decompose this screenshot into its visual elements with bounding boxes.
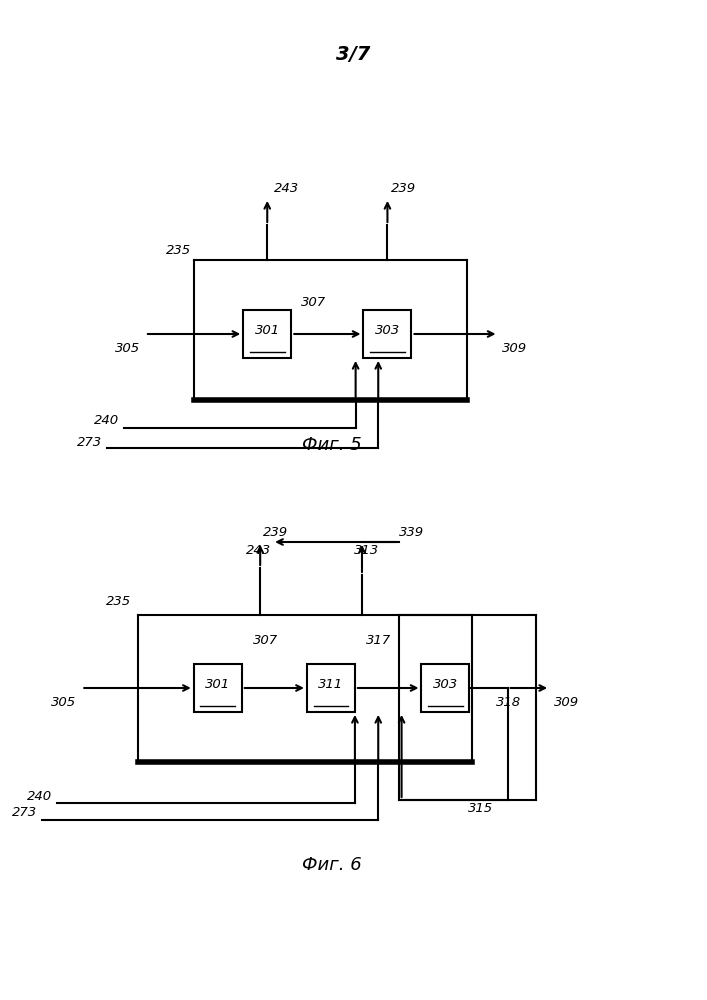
Text: 235: 235 <box>105 595 131 608</box>
Text: 243: 243 <box>274 182 300 195</box>
Text: 235: 235 <box>165 244 191 257</box>
Text: 315: 315 <box>468 802 493 814</box>
Text: 307: 307 <box>300 296 326 308</box>
Text: 240: 240 <box>93 414 119 426</box>
Text: 311: 311 <box>318 678 344 692</box>
Text: 318: 318 <box>496 696 522 708</box>
Text: 317: 317 <box>366 634 392 647</box>
Text: 243: 243 <box>246 544 271 557</box>
Bar <box>307 664 355 712</box>
Bar <box>194 664 242 712</box>
Text: 239: 239 <box>391 182 416 195</box>
Bar <box>363 310 411 358</box>
Text: 309: 309 <box>502 342 527 355</box>
Text: 309: 309 <box>554 696 579 708</box>
Text: 305: 305 <box>51 696 76 708</box>
Text: Фиг. 6: Фиг. 6 <box>303 856 362 874</box>
Text: 273: 273 <box>11 806 37 820</box>
Bar <box>421 664 469 712</box>
Bar <box>243 310 291 358</box>
Text: Фиг. 5: Фиг. 5 <box>303 436 362 454</box>
Text: 239: 239 <box>263 526 288 539</box>
Text: 339: 339 <box>399 526 425 539</box>
Text: 301: 301 <box>205 678 230 692</box>
Text: 301: 301 <box>255 324 280 338</box>
Text: 305: 305 <box>115 342 140 355</box>
Text: 273: 273 <box>77 436 103 448</box>
Text: 303: 303 <box>433 678 458 692</box>
Text: 3/7: 3/7 <box>337 45 370 64</box>
Text: 240: 240 <box>26 790 52 802</box>
Text: 303: 303 <box>375 324 400 338</box>
Text: 307: 307 <box>253 634 279 647</box>
Text: 313: 313 <box>354 544 379 557</box>
